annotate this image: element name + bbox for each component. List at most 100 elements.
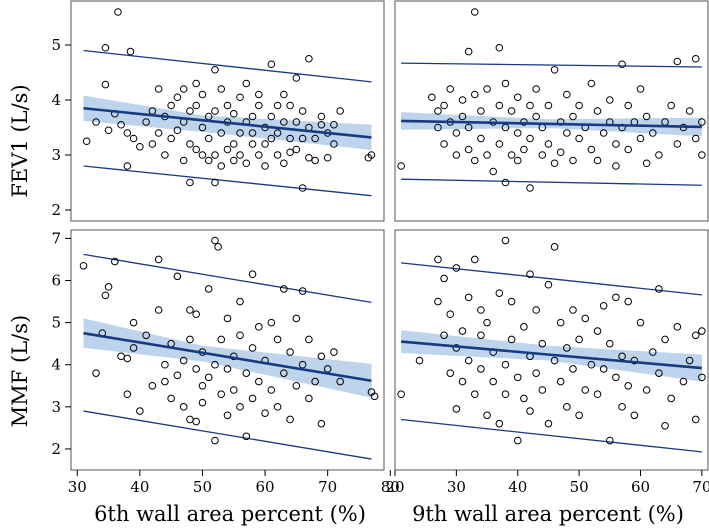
data-point [452, 264, 461, 272]
data-point [298, 134, 307, 143]
y-tick-label: 6 [51, 272, 61, 290]
data-point [618, 352, 626, 361]
data-point [513, 373, 522, 382]
data-point [575, 134, 583, 143]
data-point [298, 287, 307, 295]
data-point [624, 101, 633, 110]
x-tick-label: 20 [385, 478, 404, 496]
data-point [248, 112, 257, 121]
data-point [223, 411, 232, 420]
data-point [507, 107, 516, 115]
data-point [330, 120, 338, 129]
x-axis-title-9th: 9th wall area percent (%) [412, 502, 684, 526]
data-point [229, 140, 238, 148]
data-point [167, 134, 175, 143]
data-point [587, 360, 596, 369]
plot-area [82, 8, 376, 197]
data-point [286, 101, 294, 110]
data-point [211, 236, 219, 245]
y-tick-label: 4 [51, 356, 61, 374]
data-point [569, 112, 577, 121]
data-point [242, 432, 251, 441]
data-point [464, 293, 473, 302]
data-point [280, 159, 288, 168]
data-point [123, 162, 132, 170]
data-point [501, 178, 510, 187]
data-point [129, 318, 138, 327]
data-point [211, 436, 219, 445]
data-point [655, 285, 663, 293]
data-point [280, 118, 288, 126]
data-point [661, 335, 669, 344]
data-point [544, 280, 553, 289]
data-point [254, 323, 263, 331]
data-point [495, 140, 504, 148]
data-point [434, 297, 442, 306]
data-point [434, 107, 442, 115]
data-point [691, 134, 700, 143]
data-point [261, 140, 269, 148]
data-point [538, 151, 547, 159]
plot-area [397, 8, 706, 192]
data-point [544, 101, 553, 110]
data-point [173, 93, 182, 102]
prediction-upper-line [401, 62, 702, 68]
data-point [673, 57, 682, 66]
data-point [464, 47, 473, 56]
data-point [217, 390, 226, 399]
data-point [526, 184, 534, 192]
data-point [470, 390, 479, 399]
data-point [161, 151, 169, 159]
data-point [173, 272, 182, 281]
data-point [217, 162, 226, 170]
data-point [236, 151, 244, 159]
data-point [305, 54, 313, 63]
data-point [520, 323, 528, 331]
data-point [273, 403, 282, 411]
data-point [464, 356, 473, 365]
x-tick-label: 40 [130, 478, 149, 496]
data-point [520, 118, 528, 126]
data-point [211, 107, 219, 115]
data-point [273, 151, 282, 159]
data-point [587, 79, 596, 88]
data-point [483, 411, 491, 420]
data-point [636, 85, 645, 93]
data-point [292, 118, 301, 126]
data-point [495, 289, 504, 297]
y-tick-label: 5 [51, 36, 61, 54]
fit-line [401, 119, 702, 129]
data-point [397, 162, 405, 170]
data-point [82, 137, 91, 146]
y-tick-label: 3 [51, 398, 61, 416]
data-point [458, 96, 467, 104]
data-point [286, 134, 294, 143]
data-point [305, 335, 313, 344]
data-point [434, 255, 442, 264]
data-point [556, 148, 565, 157]
data-point [186, 178, 194, 187]
data-point [236, 129, 244, 137]
data-point [254, 101, 263, 110]
data-point [305, 153, 313, 162]
data-point [434, 123, 442, 132]
data-point [532, 112, 540, 121]
data-point [317, 112, 326, 121]
data-point [685, 356, 694, 365]
data-point [477, 107, 485, 115]
data-point [292, 145, 301, 154]
data-point [248, 344, 257, 352]
data-point [501, 236, 510, 245]
y-tick-label: 5 [51, 314, 61, 332]
data-point [544, 140, 553, 148]
data-point [101, 80, 110, 89]
data-point [254, 151, 263, 159]
data-point [223, 365, 232, 373]
data-point [618, 60, 626, 69]
data-point [273, 335, 282, 344]
data-point [267, 134, 276, 143]
data-point [470, 8, 479, 16]
data-point [446, 310, 455, 319]
data-point [464, 123, 473, 132]
data-point [550, 243, 559, 251]
